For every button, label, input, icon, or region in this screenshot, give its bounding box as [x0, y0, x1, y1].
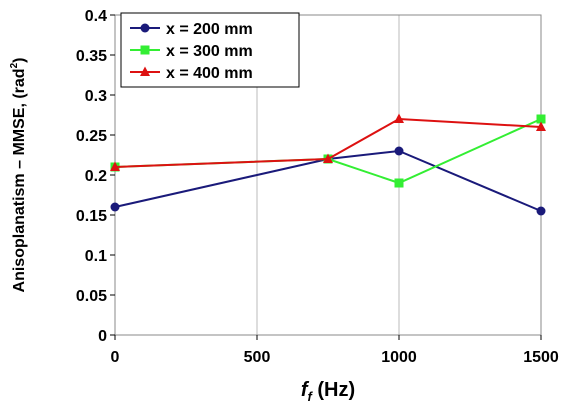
- series-line: [114, 117, 542, 168]
- y-axis-ticks: 0 0.05 0.1 0.15 0.2 0.25 0.3 0.35 0.4: [76, 8, 115, 345]
- legend-label: x = 300 mm: [166, 43, 253, 60]
- legend-entry: x = 300 mm: [130, 43, 253, 60]
- data-point: [110, 161, 120, 171]
- y-axis-title: Anisoplanatism – MMSE, (rad2): [9, 58, 28, 293]
- y-tick-label: 0.2: [85, 168, 107, 185]
- x-tick-label: 1500: [523, 349, 559, 366]
- data-point: [536, 206, 546, 216]
- y-tick-label: 0.15: [76, 208, 107, 225]
- series-3: [110, 113, 546, 171]
- legend-marker: [140, 66, 150, 76]
- data-point: [110, 202, 120, 212]
- y-tick-label: 0.3: [85, 88, 107, 105]
- legend-label: x = 400 mm: [166, 65, 253, 82]
- y-tick-label: 0.25: [76, 128, 107, 145]
- x-axis-title: ff (Hz): [301, 379, 355, 404]
- data-point: [394, 113, 404, 123]
- legend-marker: [140, 45, 150, 55]
- series-2: [110, 114, 546, 188]
- y-tick-label: 0.1: [85, 248, 107, 265]
- y-tick-label: 0.35: [76, 48, 107, 65]
- data-point: [323, 153, 333, 163]
- series-layer: [110, 113, 546, 216]
- data-point: [394, 146, 404, 156]
- legend: x = 200 mm x = 300 mm x = 400 mm: [120, 12, 300, 88]
- y-tick-label: 0.4: [85, 8, 107, 25]
- data-point: [536, 114, 546, 124]
- y-tick-label: 0: [98, 328, 107, 345]
- legend-label: x = 200 mm: [166, 21, 253, 38]
- x-tick-label: 0: [111, 349, 120, 366]
- series-line: [114, 149, 542, 212]
- y-tick-label: 0.05: [76, 288, 107, 305]
- x-axis-ticks: 0 500 1000 1500: [111, 335, 559, 366]
- data-point: [394, 178, 404, 188]
- series-line: [114, 118, 542, 185]
- x-tick-label: 1000: [381, 349, 417, 366]
- x-tick-label: 500: [244, 349, 271, 366]
- legend-marker: [140, 23, 150, 33]
- legend-entry: x = 400 mm: [130, 65, 253, 82]
- data-point: [536, 121, 546, 131]
- legend-entry: x = 200 mm: [130, 21, 253, 38]
